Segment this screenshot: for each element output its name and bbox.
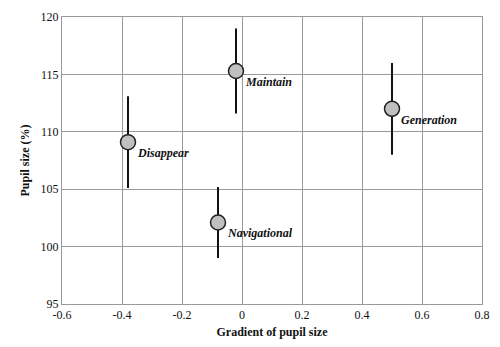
svg-text:0.8: 0.8 (475, 308, 490, 322)
svg-text:Disappear: Disappear (137, 146, 189, 160)
svg-text:0: 0 (239, 308, 245, 322)
svg-text:0.4: 0.4 (355, 308, 370, 322)
svg-text:-0.4: -0.4 (113, 308, 132, 322)
svg-text:-0.2: -0.2 (173, 308, 192, 322)
svg-text:120: 120 (41, 10, 59, 24)
svg-text:0.2: 0.2 (295, 308, 310, 322)
svg-text:0.6: 0.6 (415, 308, 430, 322)
svg-text:Pupil size (%): Pupil size (%) (18, 125, 32, 197)
svg-text:105: 105 (41, 182, 59, 196)
svg-text:Gradient of pupil size: Gradient of pupil size (216, 325, 328, 339)
svg-text:100: 100 (41, 240, 59, 254)
svg-text:-0.6: -0.6 (53, 308, 72, 322)
svg-text:Maintain: Maintain (245, 75, 292, 89)
svg-text:95: 95 (47, 297, 59, 311)
svg-text:110: 110 (41, 125, 59, 139)
svg-text:Generation: Generation (401, 113, 457, 127)
svg-text:Navigational: Navigational (227, 226, 293, 240)
svg-text:115: 115 (41, 68, 59, 82)
